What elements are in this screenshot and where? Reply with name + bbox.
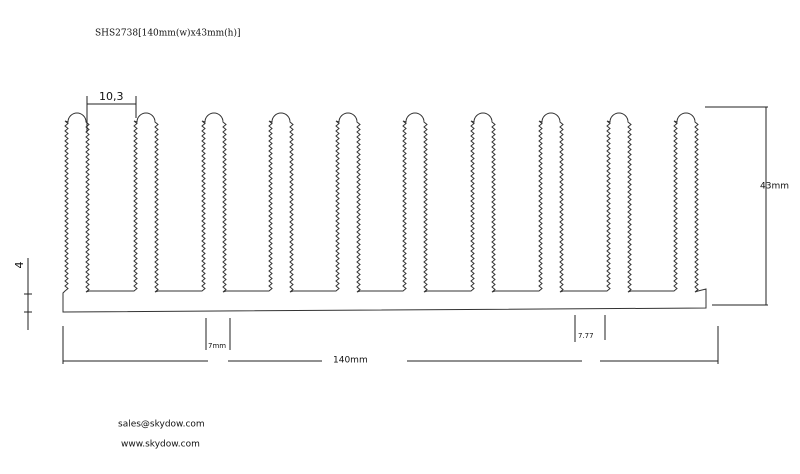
dim-label: 10,3 [99, 90, 124, 103]
dim-label: 43mm [760, 182, 789, 192]
website: www.skydow.com [121, 440, 200, 450]
dim-label: 140mm [333, 356, 368, 366]
dim-label: 7mm [208, 342, 226, 350]
profile-outline [62, 112, 707, 313]
heatsink-profile [62, 112, 707, 313]
email: sales@skydow.com [118, 420, 205, 430]
dim-label: 7.77 [578, 332, 594, 340]
title: SHS2738[140mm(w)x43mm(h)] [95, 28, 241, 39]
dim-label: 4 [13, 262, 26, 269]
